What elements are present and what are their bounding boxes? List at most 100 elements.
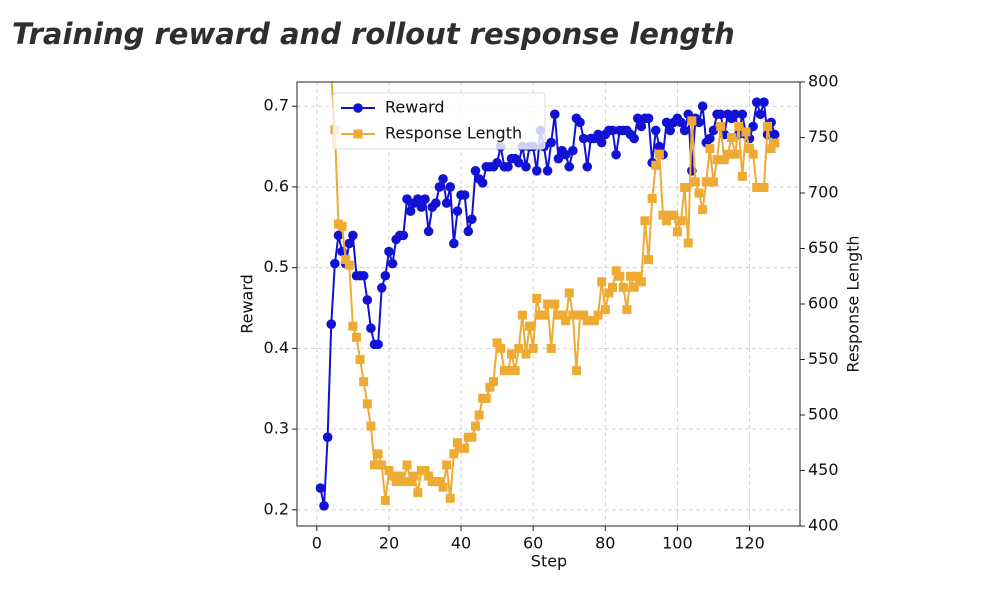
marker <box>348 321 358 331</box>
marker <box>644 255 654 265</box>
marker <box>578 133 589 144</box>
marker <box>387 258 398 269</box>
marker <box>589 316 599 326</box>
marker <box>582 161 593 172</box>
marker <box>596 137 607 148</box>
marker <box>611 149 621 160</box>
marker <box>679 125 690 136</box>
marker <box>708 177 718 187</box>
marker <box>650 125 661 136</box>
marker <box>459 190 470 200</box>
marker <box>726 133 736 142</box>
marker <box>661 117 672 128</box>
marker <box>683 238 693 248</box>
marker <box>348 230 358 241</box>
marker <box>636 121 647 132</box>
marker <box>690 177 700 187</box>
marker <box>741 127 751 137</box>
marker <box>467 432 477 442</box>
marker <box>503 366 513 376</box>
marker <box>398 230 409 241</box>
marker <box>326 319 337 329</box>
marker <box>600 305 610 315</box>
marker <box>470 421 480 431</box>
marker <box>759 182 769 192</box>
marker <box>362 295 373 305</box>
y-tick-label: 0.4 <box>264 338 289 357</box>
marker <box>654 149 664 159</box>
marker <box>510 366 520 376</box>
marker <box>353 103 363 113</box>
marker <box>445 182 456 192</box>
marker <box>485 382 495 392</box>
marker <box>434 477 444 487</box>
marker <box>377 460 387 470</box>
marker <box>366 421 376 431</box>
marker <box>687 116 697 126</box>
marker <box>503 161 513 172</box>
marker <box>373 449 383 459</box>
marker <box>571 366 581 376</box>
y-tick-label: 0.3 <box>264 419 289 438</box>
marker <box>763 121 773 131</box>
marker <box>380 270 391 281</box>
marker <box>330 258 340 269</box>
marker <box>333 230 344 241</box>
y-axis-label: Reward <box>238 274 257 334</box>
marker <box>770 138 780 148</box>
marker <box>651 160 661 170</box>
y2-tick-label: 750 <box>808 127 839 146</box>
marker <box>424 471 434 481</box>
marker <box>316 0 325 9</box>
marker <box>467 214 477 225</box>
marker <box>705 144 715 154</box>
marker <box>413 488 423 498</box>
marker <box>434 182 445 192</box>
marker <box>737 109 748 120</box>
x-tick-label: 60 <box>523 534 543 553</box>
marker <box>420 466 430 475</box>
marker <box>489 377 499 387</box>
marker <box>481 393 491 403</box>
marker <box>542 166 553 176</box>
marker <box>460 443 470 453</box>
marker <box>359 377 369 387</box>
marker <box>521 349 531 359</box>
marker <box>355 355 365 364</box>
x-tick-label: 20 <box>379 534 399 553</box>
marker <box>564 161 575 172</box>
marker <box>705 133 715 144</box>
marker <box>723 149 733 159</box>
marker <box>353 129 363 139</box>
marker <box>719 155 729 165</box>
marker <box>611 266 621 276</box>
marker <box>539 310 549 320</box>
marker <box>409 471 419 481</box>
marker <box>402 194 412 204</box>
marker <box>412 194 423 204</box>
marker <box>672 227 682 237</box>
marker <box>423 226 434 237</box>
y2-tick-label: 500 <box>808 405 839 424</box>
y-tick-label: 0.2 <box>264 499 289 518</box>
marker <box>449 449 459 459</box>
marker <box>492 157 502 168</box>
marker <box>441 198 452 208</box>
marker <box>362 399 372 409</box>
marker <box>622 305 632 315</box>
marker <box>315 483 326 493</box>
marker <box>449 238 459 249</box>
marker <box>553 153 564 164</box>
marker <box>322 432 333 443</box>
marker <box>507 349 517 359</box>
marker <box>751 97 762 107</box>
marker <box>543 299 553 309</box>
marker <box>755 109 766 120</box>
y2-tick-label: 600 <box>808 294 839 313</box>
marker <box>463 226 474 237</box>
marker <box>477 178 488 188</box>
x-tick-label: 40 <box>451 534 471 553</box>
marker <box>550 299 560 309</box>
marker <box>384 246 394 257</box>
